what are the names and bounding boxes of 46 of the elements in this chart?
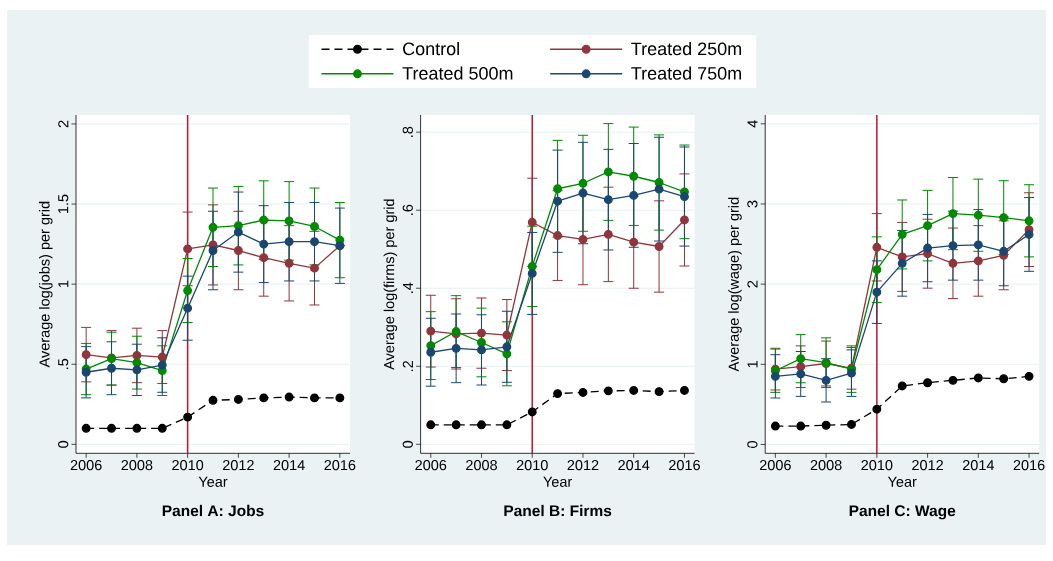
text: Panel B: Firms [504,504,612,517]
y-tick-label: .5 [58,358,69,369]
text: Panel A: Jobs [162,504,264,517]
x-tick-label: 2008 [810,460,842,471]
x-tick-label: 2010 [516,460,548,471]
y-axis-title: Average log(firms) per grid [383,199,398,370]
y-tick-label: .4 [402,282,413,293]
x-tick-label: 2012 [567,460,599,471]
y-tick-label: .8 [402,126,413,137]
x-tick-label: 2012 [912,460,943,471]
x-tick-label: 2010 [172,460,204,471]
text: Panel C: Wage [849,504,956,520]
x-tick-label: 2014 [962,460,995,471]
x-tick-label: 2006 [759,460,791,471]
y-axis-title: Average log(wage) per grid [728,197,742,372]
y-tick-label: 0 [402,440,413,448]
y-tick-label: 4 [747,120,758,128]
x-tick-label: 2014 [618,460,650,471]
legend-label: Treated 250m [631,41,741,56]
y-tick-label: 2 [58,120,69,128]
y-tick-label: .6 [402,204,413,215]
legend-label: Treated 750m [631,66,741,80]
y-tick-label: .2 [402,360,413,371]
x-axis-title: Year [543,476,573,487]
x-tick-label: 2012 [222,460,254,471]
legend-label: Control [403,41,459,56]
x-tick-label: 2016 [669,460,700,471]
y-tick-label: 0 [747,441,758,448]
y-tick-label: 1 [58,280,69,288]
y-tick-label: 3 [747,200,758,208]
x-tick-label: 2010 [861,460,893,471]
x-tick-label: 2016 [324,460,356,471]
x-axis-title: Year [887,476,917,487]
x-tick-label: 2014 [273,460,305,471]
x-tick-label: 2008 [121,460,153,471]
x-tick-label: 2016 [1013,460,1045,471]
legend-label: Treated 500m [402,66,513,80]
y-tick-label: 2 [747,280,758,288]
x-tick-label: 2008 [466,460,497,471]
x-tick-label: 2006 [415,460,447,471]
y-tick-label: 0 [58,440,69,448]
y-axis-title: Average log(jobs) per grid [39,201,53,368]
y-tick-label: 1.5 [58,194,69,214]
x-tick-label: 2006 [70,460,102,471]
y-tick-label: 1 [747,360,758,368]
x-axis-title: Year [198,476,228,487]
